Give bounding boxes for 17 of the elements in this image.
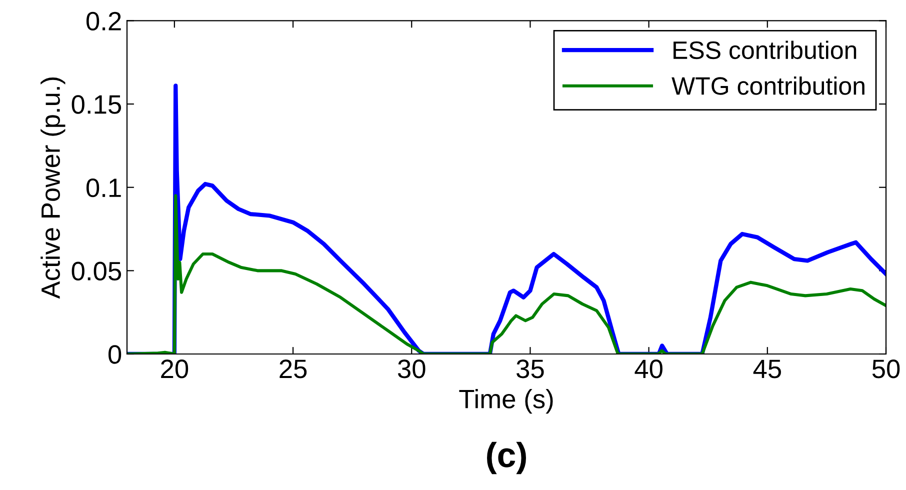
legend-label: ESS contribution [674, 40, 856, 60]
y-axis-title: Active Power (p.u.) [40, 78, 66, 299]
x-tick-label: 25 [280, 360, 307, 378]
text: (c) [487, 442, 526, 474]
x-tick-label: 50 [872, 360, 900, 378]
y-tick-label: 0.2 [86, 12, 121, 31]
x-tick-label: 20 [161, 360, 188, 378]
x-tick-label: 40 [634, 360, 662, 378]
legend-label: WTG contribution [672, 76, 864, 95]
x-tick-label: 35 [516, 360, 544, 378]
y-tick-label: 0 [108, 345, 122, 364]
y-tick-label: 0.1 [86, 178, 121, 198]
x-tick-label: 30 [398, 360, 426, 378]
x-tick-label: 45 [753, 360, 781, 378]
y-tick-label: 0.05 [72, 262, 122, 280]
y-tick-label: 0.15 [72, 95, 122, 114]
x-axis-title: Time (s) [459, 389, 553, 414]
